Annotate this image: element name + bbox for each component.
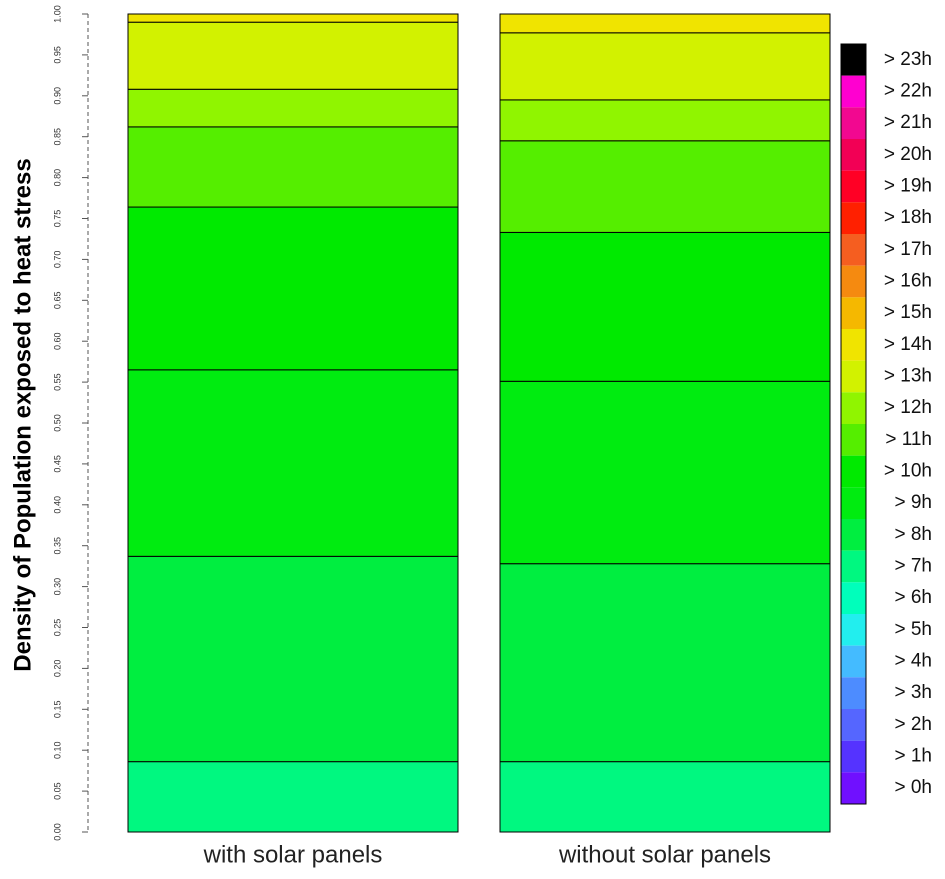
legend-label: > 4h [894, 651, 932, 672]
y-tick-label: 0.35 [52, 537, 62, 555]
legend-swatch [841, 550, 866, 583]
legend-label: > 21h [884, 112, 932, 133]
y-tick-label: 0.75 [52, 210, 62, 228]
legend-swatch [841, 519, 866, 551]
legend-swatch [841, 170, 866, 203]
legend-swatch [841, 677, 866, 709]
legend-label: > 23h [884, 49, 932, 70]
bar-segment [127, 206, 459, 371]
legend-label: > 1h [894, 746, 932, 767]
legend-swatch [841, 487, 866, 519]
y-tick-label: 0.85 [52, 128, 62, 146]
legend-swatch [841, 582, 866, 614]
legend-swatch [841, 139, 866, 171]
y-tick-label: 0.05 [52, 782, 62, 800]
y-tick-label: 0.30 [52, 578, 62, 596]
legend-swatch [841, 645, 866, 678]
legend-label: > 6h [894, 587, 932, 608]
y-tick-label: 0.70 [52, 251, 62, 269]
bar-segment [127, 369, 459, 557]
legend-swatch [841, 75, 866, 108]
y-tick-label: 0.10 [52, 741, 62, 759]
y-tick-label: 1.00 [52, 5, 62, 23]
legend-label: > 15h [884, 302, 932, 323]
x-tick-label: without solar panels [558, 841, 771, 868]
y-axis-label: Density of Population exposed to heat st… [9, 158, 36, 671]
legend-swatch [841, 424, 866, 456]
y-tick-label: 0.40 [52, 496, 62, 514]
bar-segment [499, 231, 831, 382]
legend-label: > 19h [884, 176, 932, 197]
bar-segment [127, 21, 459, 90]
legend-swatch [841, 234, 866, 266]
y-tick-label: 0.50 [52, 414, 62, 432]
y-tick-label: 0.00 [52, 823, 62, 841]
legend-swatch [841, 614, 866, 646]
y-tick-label: 0.65 [52, 292, 62, 310]
bar-segment [127, 13, 459, 23]
bar-segment [127, 126, 459, 208]
legend-swatch [841, 360, 866, 393]
legend-label: > 0h [894, 777, 932, 798]
legend-frame [840, 43, 867, 805]
bar-segment [127, 88, 459, 128]
y-tick-label: 0.25 [52, 619, 62, 637]
legend-swatch [841, 740, 866, 773]
y-tick-label: 0.15 [52, 701, 62, 719]
x-tick-label: with solar panels [203, 841, 383, 868]
y-tick-label: 0.20 [52, 660, 62, 678]
legend-swatch [841, 772, 866, 804]
y-tick-label: 0.90 [52, 87, 62, 105]
y-tick-label: 0.45 [52, 455, 62, 473]
legend-label: > 5h [894, 619, 932, 640]
bar-segment [499, 32, 831, 101]
y-tick-label: 0.60 [52, 332, 62, 350]
y-tick-label: 0.55 [52, 373, 62, 391]
legend-swatch [841, 392, 866, 424]
legend-label: > 8h [894, 524, 932, 545]
legend-label: > 18h [884, 207, 932, 228]
legend-swatch [841, 709, 866, 741]
bar-segment [499, 563, 831, 763]
legend-swatch [841, 265, 866, 298]
legend-label: > 2h [894, 714, 932, 735]
legend-swatch [841, 329, 866, 361]
legend-swatch [841, 44, 866, 76]
bar-segment [499, 761, 831, 833]
legend-label: > 13h [884, 366, 932, 387]
bar-segment [127, 555, 459, 763]
bar-segment [499, 380, 831, 565]
legend-label: > 12h [884, 397, 932, 418]
bar-segment [127, 761, 459, 833]
legend-label: > 22h [884, 81, 932, 102]
legend-label: > 3h [894, 682, 932, 703]
bar-segment [499, 13, 831, 34]
y-tick-label: 0.95 [52, 46, 62, 64]
legend-swatch [841, 107, 866, 139]
legend-label: > 9h [894, 492, 932, 513]
y-tick-label: 0.80 [52, 169, 62, 187]
bar-segment [499, 140, 831, 233]
legend-label: > 16h [884, 271, 932, 292]
legend-swatch [841, 202, 866, 234]
legend-label: > 20h [884, 144, 932, 165]
legend-label: > 11h [885, 429, 932, 450]
legend-label: > 7h [894, 556, 932, 577]
legend-label: > 10h [884, 461, 932, 482]
legend-label: > 14h [884, 334, 932, 355]
legend-label: > 17h [884, 239, 932, 260]
bar-segment [499, 99, 831, 142]
legend-swatch [841, 297, 866, 329]
legend-swatch [841, 455, 866, 488]
